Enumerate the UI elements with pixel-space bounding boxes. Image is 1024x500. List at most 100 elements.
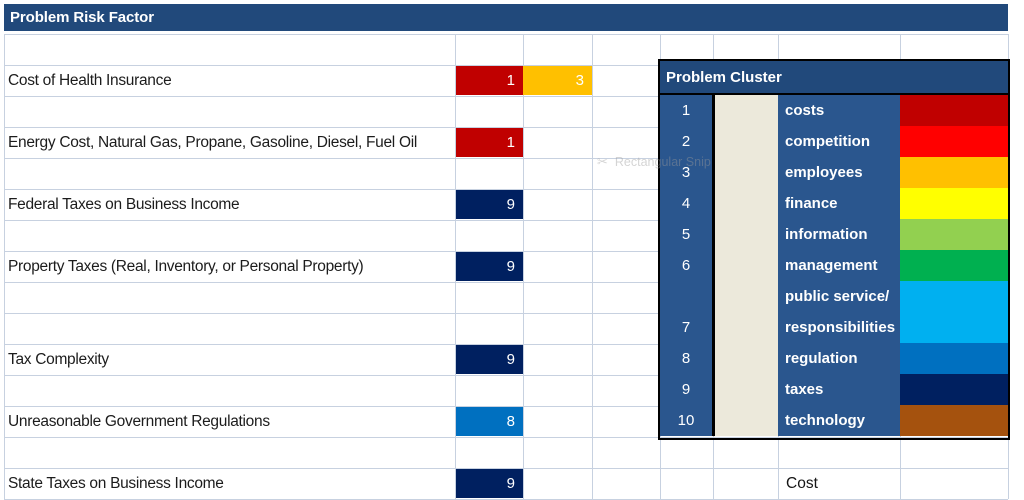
gridline <box>4 313 1008 314</box>
cluster-color-swatch[interactable] <box>900 219 1008 250</box>
column-divider <box>712 95 715 126</box>
cluster-color-swatch[interactable] <box>900 405 1008 436</box>
cluster-color-swatch[interactable] <box>900 281 1008 343</box>
gridline <box>4 220 1008 221</box>
cluster-spacer-cell[interactable] <box>715 281 778 343</box>
gridline <box>4 344 1008 345</box>
column-divider <box>712 281 715 343</box>
cluster-color-swatch[interactable] <box>900 374 1008 405</box>
cluster-color-swatch[interactable] <box>900 126 1008 157</box>
cluster-number[interactable]: 10 <box>660 405 712 436</box>
gridline <box>4 34 1008 35</box>
risk-value-cell[interactable]: 9 <box>456 190 523 219</box>
cluster-row: 5 information <box>660 219 1008 250</box>
gridline <box>4 127 1008 128</box>
risk-label[interactable]: Federal Taxes on Business Income <box>8 195 240 213</box>
cluster-label[interactable]: regulation <box>778 343 900 374</box>
risk-value-cell[interactable]: 9 <box>456 469 523 498</box>
cluster-number[interactable]: 9 <box>660 374 712 405</box>
cluster-color-swatch[interactable] <box>900 343 1008 374</box>
cluster-number[interactable]: 8 <box>660 343 712 374</box>
risk-value-cell[interactable]: 9 <box>456 252 523 281</box>
cluster-row: 10 technology <box>660 405 1008 436</box>
cluster-row: 7 public service/responsibilities <box>660 281 1008 343</box>
cluster-number[interactable]: 5 <box>660 219 712 250</box>
cluster-color-swatch[interactable] <box>900 157 1008 188</box>
risk-label[interactable]: Cost of Health Insurance <box>8 71 172 89</box>
cluster-label[interactable]: competition <box>778 126 900 157</box>
column-divider <box>712 343 715 374</box>
column-divider <box>712 374 715 405</box>
cluster-row: 2 competition <box>660 126 1008 157</box>
gridline <box>523 34 524 499</box>
cluster-number[interactable]: 2 <box>660 126 712 157</box>
cluster-number[interactable]: 1 <box>660 95 712 126</box>
cluster-label[interactable]: employees <box>778 157 900 188</box>
problem-cluster-table: Problem Cluster 1 costs 2 competition 3 emplo… <box>658 59 1010 440</box>
problem-cluster-title: Problem Cluster <box>666 68 782 86</box>
cluster-row: 8 regulation <box>660 343 1008 374</box>
gridline <box>455 34 456 499</box>
gridline <box>4 251 1008 252</box>
cluster-spacer-cell[interactable] <box>715 157 778 188</box>
cluster-number[interactable]: 6 <box>660 250 712 281</box>
sheet-title: Problem Risk Factor <box>10 9 154 26</box>
cluster-spacer-cell[interactable] <box>715 219 778 250</box>
gridline <box>4 96 1008 97</box>
cluster-spacer-cell[interactable] <box>715 405 778 436</box>
cluster-spacer-cell[interactable] <box>715 95 778 126</box>
cluster-color-swatch[interactable] <box>900 95 1008 126</box>
cluster-label[interactable]: taxes <box>778 374 900 405</box>
risk-label[interactable]: Energy Cost, Natural Gas, Propane, Gasol… <box>8 133 418 151</box>
gridline <box>4 468 1008 469</box>
column-divider <box>712 219 715 250</box>
cluster-spacer-cell[interactable] <box>715 126 778 157</box>
column-divider <box>712 126 715 157</box>
cluster-label[interactable]: costs <box>778 95 900 126</box>
cluster-label[interactable]: public service/responsibilities <box>778 281 900 343</box>
cluster-color-swatch[interactable] <box>900 188 1008 219</box>
gridline <box>4 34 5 499</box>
gridline <box>592 34 593 499</box>
gridline <box>4 65 1008 66</box>
gridline <box>4 375 1008 376</box>
cluster-number[interactable]: 3 <box>660 157 712 188</box>
cost-label-cell[interactable]: Cost <box>786 474 818 492</box>
sheet-title-bar[interactable]: Problem Risk Factor <box>4 4 1008 31</box>
cluster-spacer-cell[interactable] <box>715 374 778 405</box>
risk-label[interactable]: Tax Complexity <box>8 350 109 368</box>
scissors-icon: ✂ <box>597 154 608 169</box>
risk-label[interactable]: Property Taxes (Real, Inventory, or Pers… <box>8 257 364 275</box>
cluster-label[interactable]: management <box>778 250 900 281</box>
cluster-row: 1 costs <box>660 95 1008 126</box>
cluster-label[interactable]: information <box>778 219 900 250</box>
cluster-spacer-cell[interactable] <box>715 343 778 374</box>
column-divider <box>712 250 715 281</box>
cluster-number[interactable]: 4 <box>660 188 712 219</box>
gridline <box>4 282 1008 283</box>
risk-value-cell[interactable]: 8 <box>456 407 523 436</box>
cluster-number[interactable]: 7 <box>660 281 712 343</box>
cluster-row: 4 finance <box>660 188 1008 219</box>
cluster-label[interactable]: finance <box>778 188 900 219</box>
risk-label[interactable]: Unreasonable Government Regulations <box>8 412 270 430</box>
column-divider <box>712 188 715 219</box>
risk-value-cell[interactable]: 3 <box>523 66 592 95</box>
column-divider <box>712 157 715 188</box>
problem-cluster-header[interactable]: Problem Cluster <box>660 61 1008 95</box>
cluster-row: 6 management <box>660 250 1008 281</box>
cluster-color-swatch[interactable] <box>900 250 1008 281</box>
risk-label[interactable]: State Taxes on Business Income <box>8 474 224 492</box>
cluster-label[interactable]: technology <box>778 405 900 436</box>
cluster-spacer-cell[interactable] <box>715 188 778 219</box>
risk-value-cell[interactable]: 9 <box>456 345 523 374</box>
risk-value-cell[interactable]: 1 <box>456 128 523 157</box>
problem-cluster-body: 1 costs 2 competition 3 employees 4 finance 5 inf… <box>660 95 1008 436</box>
gridline <box>4 189 1008 190</box>
cluster-spacer-cell[interactable] <box>715 250 778 281</box>
risk-value-cell[interactable]: 1 <box>456 66 523 95</box>
gridline <box>4 406 1008 407</box>
column-divider <box>712 405 715 436</box>
gridline <box>4 158 1008 159</box>
